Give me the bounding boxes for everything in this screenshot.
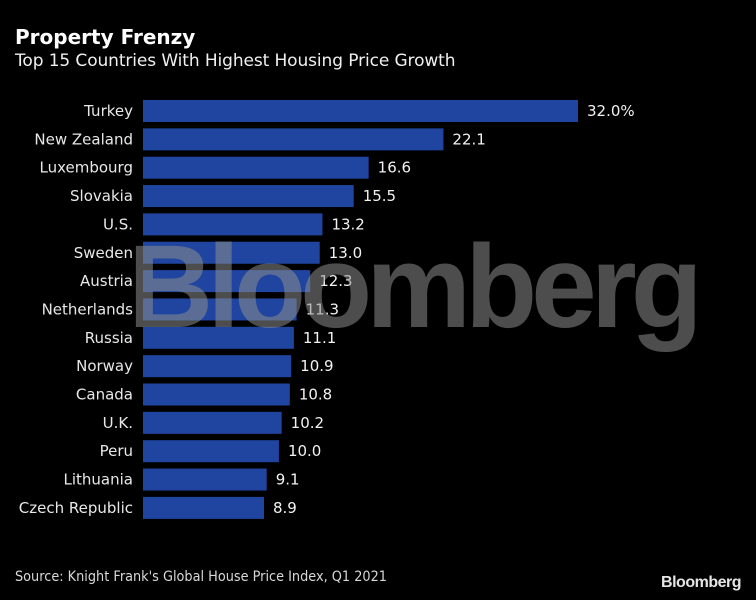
category-label: U.K. bbox=[103, 414, 133, 432]
bar bbox=[143, 468, 267, 491]
bar bbox=[143, 185, 354, 208]
value-label: 12.3 bbox=[319, 272, 352, 290]
value-label: 10.2 bbox=[291, 414, 324, 432]
value-label: 9.1 bbox=[276, 471, 300, 489]
value-label: 10.0 bbox=[288, 442, 321, 460]
value-label: 22.1 bbox=[452, 130, 485, 148]
value-label: 10.9 bbox=[300, 357, 333, 375]
bar bbox=[143, 326, 294, 349]
value-label: 10.8 bbox=[299, 386, 332, 404]
category-label: Turkey bbox=[83, 102, 133, 120]
chart-subtitle: Top 15 Countries With Highest Housing Pr… bbox=[15, 51, 456, 71]
bar bbox=[143, 355, 292, 378]
bar bbox=[143, 270, 311, 293]
category-label: Sweden bbox=[74, 244, 133, 262]
bar bbox=[143, 496, 264, 519]
category-label: Canada bbox=[76, 386, 133, 404]
bloomberg-logo: Bloomberg bbox=[661, 574, 741, 591]
value-label: 32.0% bbox=[587, 102, 635, 120]
value-label: 15.5 bbox=[363, 187, 396, 205]
category-label: Peru bbox=[100, 442, 133, 460]
category-label: U.S. bbox=[103, 215, 133, 233]
bar bbox=[143, 213, 323, 236]
bar bbox=[143, 383, 290, 406]
value-label: 8.9 bbox=[273, 499, 297, 517]
value-label: 11.1 bbox=[303, 329, 336, 347]
category-label: Lithuania bbox=[64, 471, 133, 489]
category-label: Slovakia bbox=[70, 187, 133, 205]
value-label: 13.0 bbox=[329, 244, 362, 262]
source-note: Source: Knight Frank's Global House Pric… bbox=[15, 569, 387, 585]
value-label: 13.2 bbox=[331, 215, 364, 233]
bar bbox=[143, 156, 369, 179]
bar bbox=[143, 298, 297, 321]
category-label: Russia bbox=[85, 329, 133, 347]
value-label: 11.3 bbox=[306, 300, 339, 318]
bar bbox=[143, 411, 282, 434]
category-label: Norway bbox=[76, 357, 133, 375]
category-label: New Zealand bbox=[34, 130, 133, 148]
bar bbox=[143, 100, 578, 122]
category-label: Netherlands bbox=[42, 300, 134, 318]
category-label: Luxembourg bbox=[40, 159, 134, 177]
bar bbox=[143, 440, 279, 463]
category-label: Czech Republic bbox=[19, 499, 133, 517]
value-label: 16.6 bbox=[378, 159, 411, 177]
category-label: Austria bbox=[80, 272, 133, 290]
bar bbox=[143, 128, 444, 151]
bar bbox=[143, 241, 320, 264]
chart-title: Property Frenzy bbox=[15, 25, 196, 49]
bar-chart: Turkey 32.0% New Zealand 22.1 Luxembourg 16.6… bbox=[19, 100, 635, 519]
